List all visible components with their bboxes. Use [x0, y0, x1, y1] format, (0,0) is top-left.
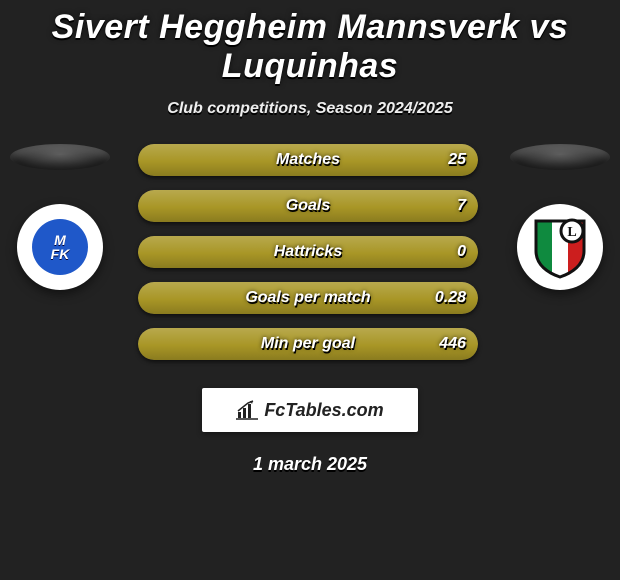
stat-bar-right-fill — [138, 282, 478, 314]
stat-row: Min per goal446 — [138, 328, 478, 360]
content-area: M FK Matches25Goals7Hattricks0Goals per … — [0, 148, 620, 368]
comparison-card: Sivert Heggheim Mannsverk vs Luquinhas C… — [0, 0, 620, 580]
brand-card[interactable]: FcTables.com — [202, 388, 418, 432]
player-left-disc — [10, 144, 110, 170]
brand-text: FcTables.com — [264, 400, 383, 421]
molde-crest-icon: M FK — [32, 219, 88, 275]
stat-bar-right-fill — [138, 144, 478, 176]
stat-bars: Matches25 Goals7 Hattricks0 Goals per match… — [138, 144, 478, 374]
stat-row: Goals per match0.28 — [138, 282, 478, 314]
bar-chart-icon — [236, 400, 258, 420]
player-right-column: L — [500, 144, 620, 290]
subtitle: Club competitions, Season 2024/2025 — [0, 100, 620, 118]
stat-row: Matches25 — [138, 144, 478, 176]
svg-text:L: L — [567, 225, 576, 240]
stat-bar-right-fill — [138, 190, 478, 222]
legia-crest-icon: L — [528, 215, 592, 279]
molde-crest-text: M FK — [51, 233, 70, 261]
stat-bar-right-fill — [138, 236, 478, 268]
player-right-disc — [510, 144, 610, 170]
stat-row: Goals7 — [138, 190, 478, 222]
player-right-badge: L — [517, 204, 603, 290]
stat-row: Hattricks0 — [138, 236, 478, 268]
page-title: Sivert Heggheim Mannsverk vs Luquinhas — [0, 8, 620, 86]
player-left-badge: M FK — [17, 204, 103, 290]
player-left-column: M FK — [0, 144, 120, 290]
stat-bar-right-fill — [138, 328, 478, 360]
date-label: 1 march 2025 — [0, 454, 620, 475]
